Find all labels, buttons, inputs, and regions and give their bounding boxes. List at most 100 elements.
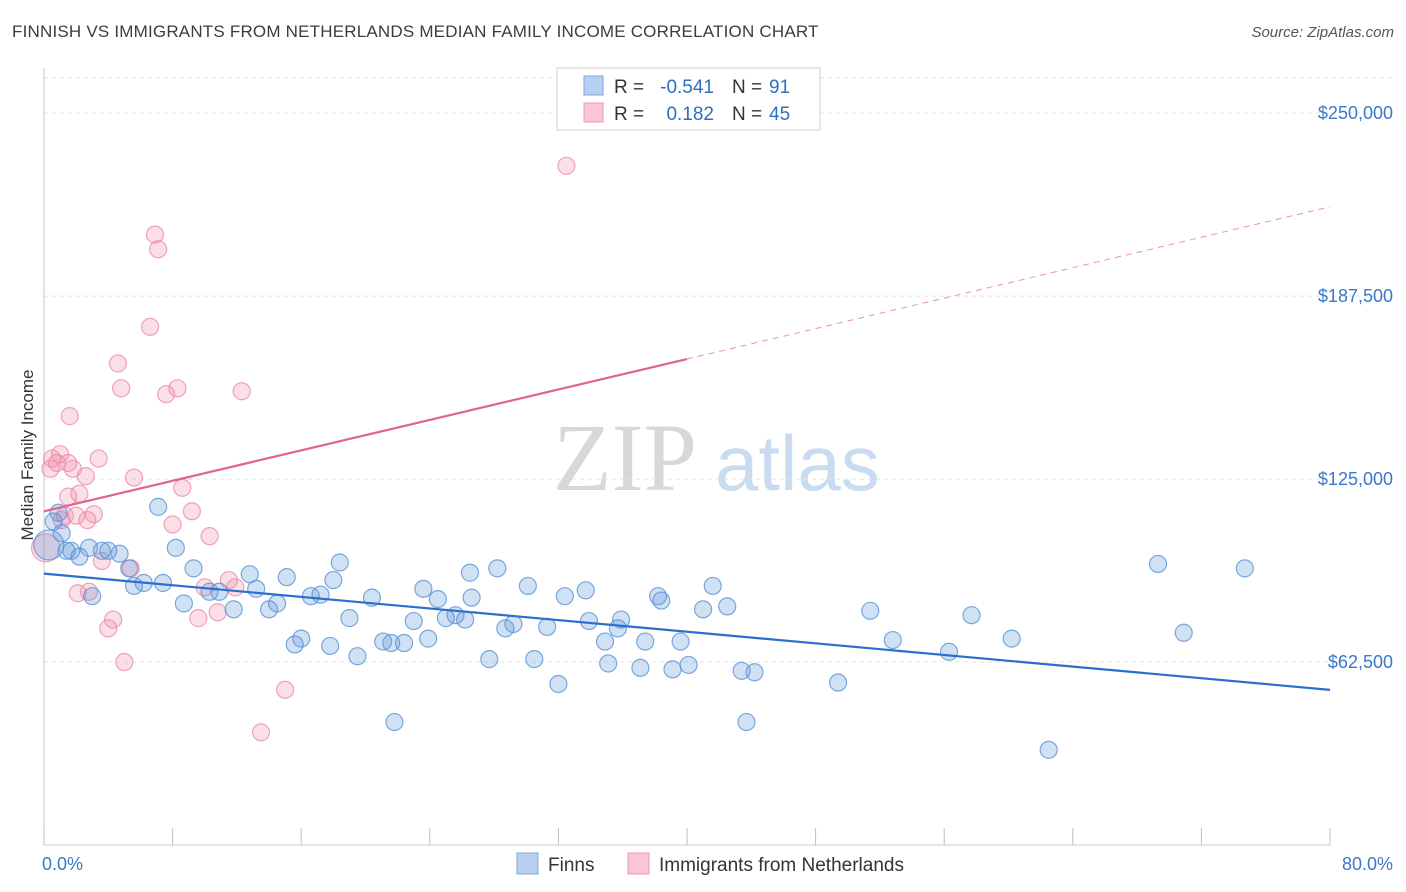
point-finns xyxy=(184,559,203,578)
point-netherlands xyxy=(31,533,61,563)
point-finns xyxy=(460,563,480,582)
point-netherlands xyxy=(104,610,123,629)
series-netherlands-points xyxy=(31,156,576,742)
point-finns xyxy=(247,579,266,598)
point-netherlands xyxy=(92,551,111,571)
point-finns xyxy=(267,594,287,613)
tick-labels: $62,500 $125,000 $187,500 $250,000 0.0% 80.0% xyxy=(42,103,1393,874)
axes xyxy=(43,68,1331,846)
point-netherlands xyxy=(226,578,245,597)
point-finns xyxy=(321,636,340,656)
legend-swatch-netherlands xyxy=(583,102,604,123)
point-finns xyxy=(631,658,650,677)
point-netherlands xyxy=(140,317,160,336)
series-legend: Finns Immigrants from Netherlands xyxy=(516,852,904,876)
point-netherlands xyxy=(67,506,86,525)
legend-n-label-finns: N = xyxy=(732,77,762,98)
point-finns xyxy=(883,630,902,650)
point-netherlands xyxy=(219,570,238,590)
legend-r-value-netherlands: 0.182 xyxy=(666,104,714,125)
point-finns xyxy=(414,579,433,598)
trend-line-netherlands-extension xyxy=(686,206,1331,360)
point-finns xyxy=(99,541,118,560)
point-finns xyxy=(110,544,129,563)
legend-swatch-finns xyxy=(583,75,604,96)
point-finns xyxy=(52,524,71,543)
y-tick-label-0: $62,500 xyxy=(1328,652,1393,672)
point-finns xyxy=(518,576,537,596)
point-netherlands xyxy=(200,527,219,546)
legend-r-value-finns: -0.541 xyxy=(660,77,714,98)
x-tick-label-min: 0.0% xyxy=(42,854,83,874)
point-finns xyxy=(404,611,423,631)
point-finns xyxy=(311,585,330,604)
point-finns xyxy=(718,597,737,616)
point-finns xyxy=(149,497,168,516)
point-finns xyxy=(939,642,959,661)
bottom-legend-label-netherlands: Immigrants from Netherlands xyxy=(659,855,904,876)
point-finns xyxy=(83,587,102,606)
point-finns xyxy=(340,609,359,628)
point-netherlands xyxy=(182,502,201,521)
bottom-legend-label-finns: Finns xyxy=(548,855,594,876)
stats-legend: R = -0.541 N = 91 R = 0.182 N = 45 xyxy=(556,67,821,131)
point-netherlands xyxy=(145,225,165,244)
bottom-legend-swatch-finns xyxy=(516,852,539,875)
bottom-legend-swatch-netherlands xyxy=(627,852,650,875)
point-finns xyxy=(428,589,447,609)
point-finns xyxy=(224,600,243,619)
point-finns xyxy=(348,647,367,666)
point-netherlands xyxy=(70,484,89,503)
legend-n-label-netherlands: N = xyxy=(732,104,762,125)
chart-title: FINNISH VS IMMIGRANTS FROM NETHERLANDS M… xyxy=(12,22,819,41)
x-tick-label-max: 80.0% xyxy=(1342,854,1393,874)
point-netherlands xyxy=(60,407,79,426)
point-finns xyxy=(419,629,438,648)
point-netherlands xyxy=(168,379,187,398)
point-netherlands xyxy=(163,515,182,534)
point-finns xyxy=(480,650,499,669)
legend-r-label-netherlands: R = xyxy=(614,104,644,125)
point-finns xyxy=(1039,740,1058,759)
point-netherlands xyxy=(149,240,168,259)
point-finns xyxy=(555,587,574,606)
watermark-atlas: atlas xyxy=(715,419,880,507)
point-netherlands xyxy=(276,680,295,699)
point-finns xyxy=(174,594,193,613)
point-finns xyxy=(166,538,185,557)
point-finns xyxy=(737,712,756,732)
point-finns xyxy=(745,663,764,682)
point-finns xyxy=(394,633,414,653)
point-finns xyxy=(538,617,557,637)
legend-n-value-netherlands: 45 xyxy=(769,104,790,125)
series-finns-points xyxy=(33,497,1254,759)
point-netherlands xyxy=(115,652,134,672)
point-finns xyxy=(671,632,690,651)
point-netherlands xyxy=(89,449,108,468)
point-netherlands xyxy=(59,453,78,473)
chart-source: Source: ZipAtlas.com xyxy=(1251,24,1394,41)
point-finns xyxy=(576,581,595,600)
point-netherlands xyxy=(108,354,128,373)
point-finns xyxy=(456,610,475,629)
point-finns xyxy=(636,632,655,651)
point-netherlands xyxy=(208,603,227,622)
watermark: ZIP atlas xyxy=(553,404,880,511)
point-finns xyxy=(1235,559,1254,578)
point-netherlands xyxy=(251,723,271,742)
trend-line-netherlands xyxy=(43,357,688,513)
trend-line-finns xyxy=(43,572,1331,691)
point-finns xyxy=(861,601,880,620)
point-finns xyxy=(488,559,507,578)
point-finns xyxy=(324,570,343,590)
point-finns xyxy=(679,655,698,675)
point-netherlands xyxy=(84,505,103,524)
point-finns xyxy=(611,610,631,629)
point-finns xyxy=(1002,629,1021,648)
point-finns xyxy=(703,576,722,596)
point-finns xyxy=(549,674,568,694)
legend-n-value-finns: 91 xyxy=(769,77,790,98)
point-finns xyxy=(382,633,401,653)
point-netherlands xyxy=(557,156,576,175)
